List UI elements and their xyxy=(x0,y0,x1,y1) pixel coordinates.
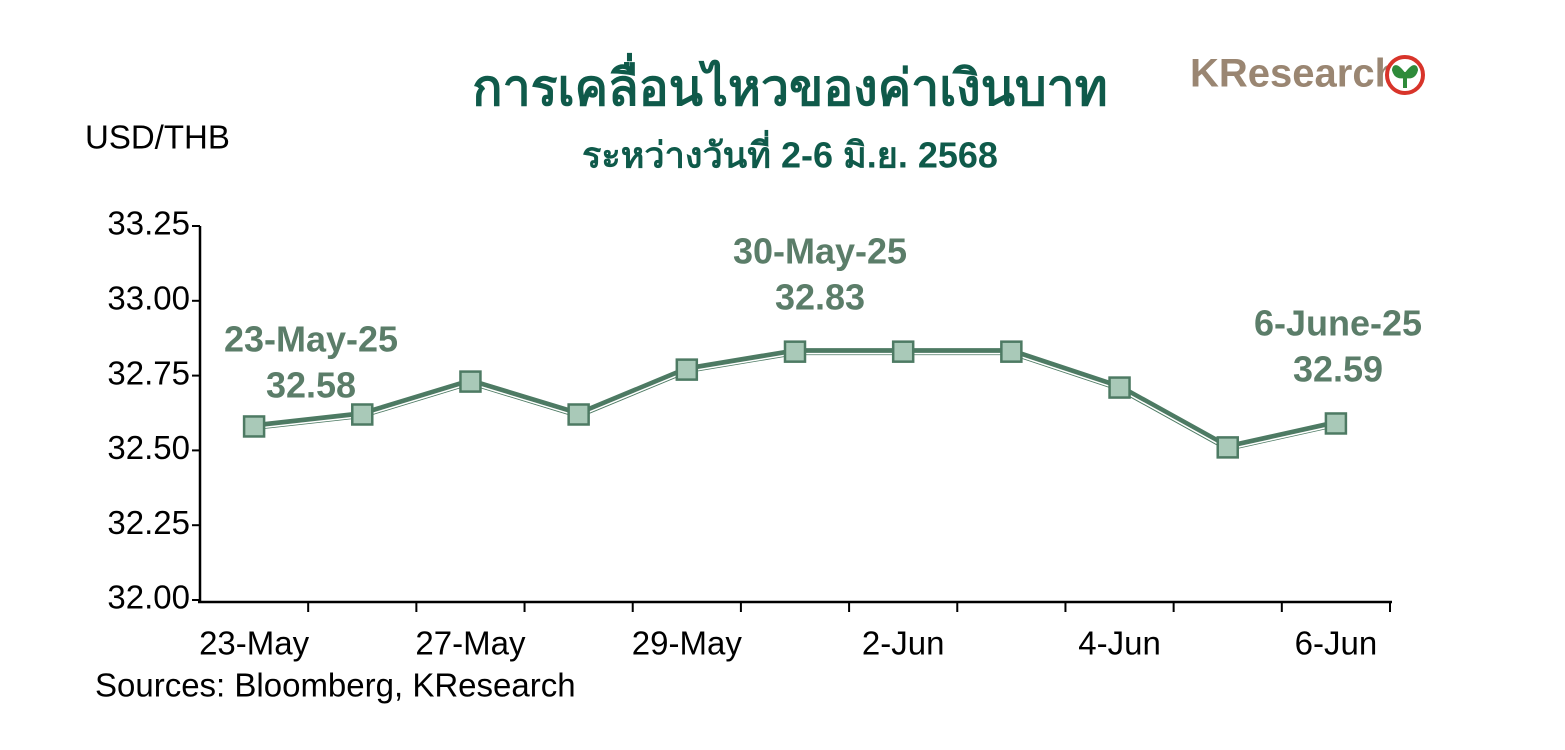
x-tick-label: 23-May xyxy=(199,625,310,662)
annotation: 23-May-25 xyxy=(224,319,398,360)
x-tick-label: 29-May xyxy=(632,625,743,662)
x-tick-label: 27-May xyxy=(415,625,526,662)
x-tick-label: 2-Jun xyxy=(862,625,945,662)
annotation: 32.59 xyxy=(1293,349,1383,390)
marker xyxy=(783,340,807,363)
logo: KResearch xyxy=(1190,52,1399,96)
x-tick-label: 4-Jun xyxy=(1078,625,1161,662)
annotation: 6-June-25 xyxy=(1254,303,1422,344)
logo-leaf xyxy=(1391,65,1419,88)
marker xyxy=(1000,340,1023,363)
y-tick-label: 32.75 xyxy=(107,354,190,391)
marker xyxy=(567,403,590,426)
marker xyxy=(1324,412,1348,435)
chart-subtitle: ระหว่างวันที่ 2-6 มิ.ย. 2568 xyxy=(582,130,998,176)
chart-title: การเคลื่อนไหวของค่าเงินบาท xyxy=(472,53,1107,116)
marker xyxy=(675,358,699,381)
y-axis-label: USD/THB xyxy=(85,119,230,156)
annotation: 32.58 xyxy=(266,365,356,406)
marker xyxy=(459,370,482,393)
marker xyxy=(351,403,374,426)
marker xyxy=(1108,376,1131,399)
marker xyxy=(1216,436,1239,459)
y-tick-label: 33.25 xyxy=(107,205,190,242)
y-tick-label: 32.00 xyxy=(107,579,190,616)
y-tick-label: 32.25 xyxy=(107,504,190,541)
annotation: 32.83 xyxy=(775,277,865,318)
marker xyxy=(242,415,266,438)
y-tick-label: 33.00 xyxy=(107,280,190,317)
marker xyxy=(891,340,915,363)
source: Sources: Bloomberg, KResearch xyxy=(95,667,576,704)
annotation: 30-May-25 xyxy=(733,231,907,272)
x-tick-label: 6-Jun xyxy=(1295,625,1378,662)
y-tick-label: 32.50 xyxy=(107,429,190,466)
